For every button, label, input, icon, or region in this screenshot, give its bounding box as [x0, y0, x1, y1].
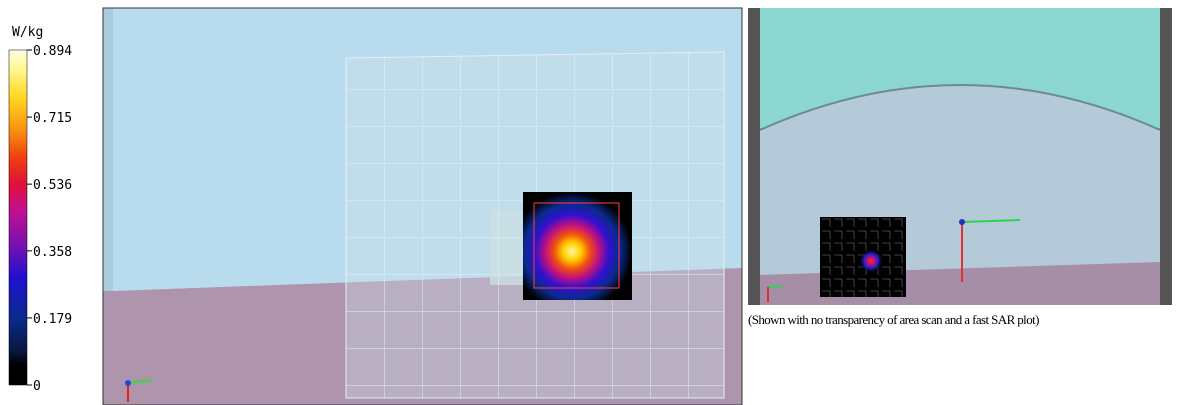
colorbar-tick-label: 0.358: [33, 245, 72, 260]
left-view: [102, 7, 743, 405]
colorbar: [8, 49, 28, 386]
colorbar-tick-label: 0.715: [33, 111, 72, 126]
colorbar-unit: W/kg: [12, 25, 43, 40]
colorbar-tick-label: 0.536: [33, 178, 72, 193]
colorbar-tick-label: 0.179: [33, 312, 72, 327]
right-view: [748, 8, 1172, 305]
caption: (Shown with no transparency of area scan…: [748, 312, 1039, 327]
colorbar-tick-label: 0: [33, 379, 41, 394]
colorbar-ticks: 0.894 0.715 0.536 0.358 0.179 0: [27, 44, 72, 394]
colorbar-tick-label: 0.894: [33, 44, 72, 59]
